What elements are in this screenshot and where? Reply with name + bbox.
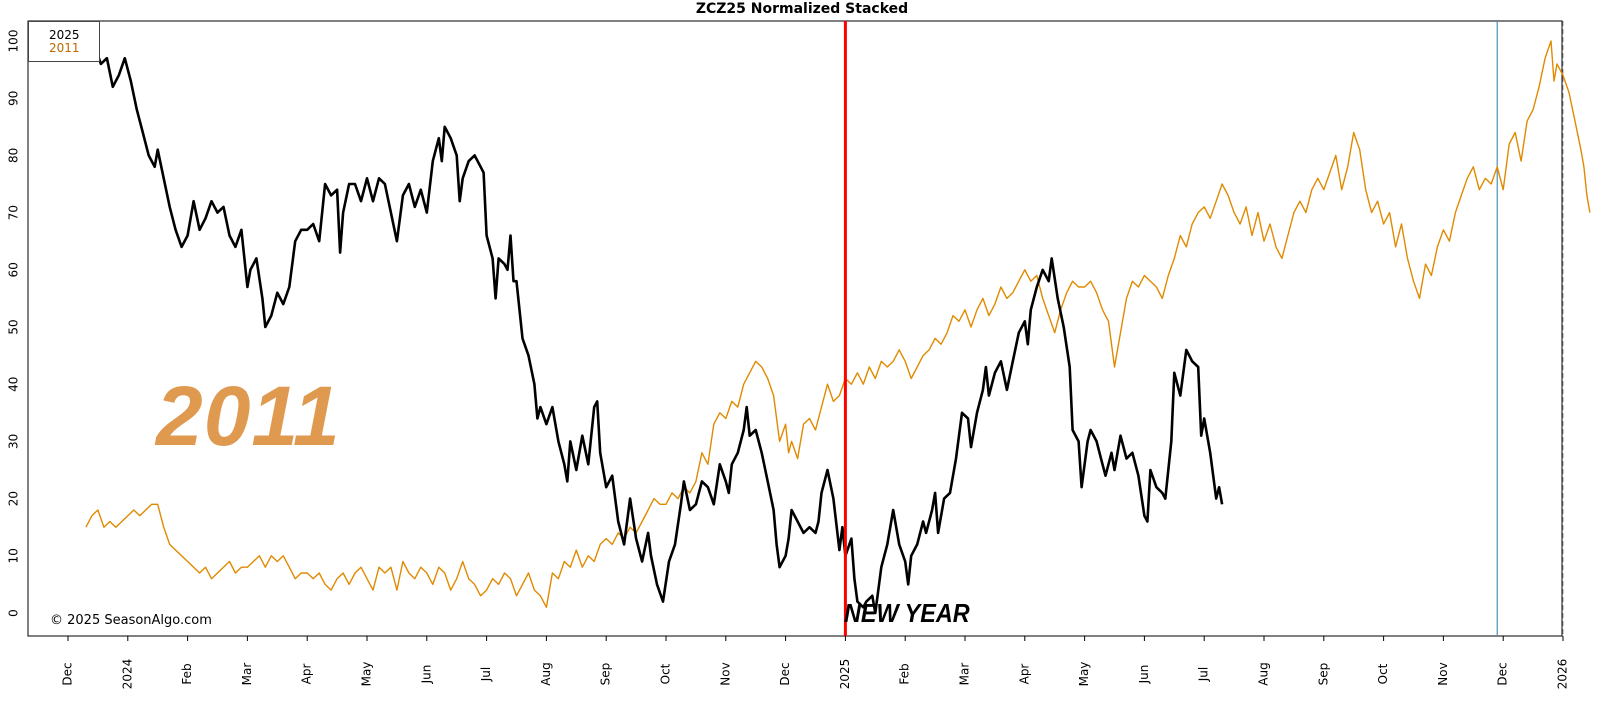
x-tick-label: Apr (300, 664, 314, 685)
y-tick-label: 30 (7, 434, 21, 449)
y-tick-label: 90 (7, 91, 21, 106)
y-tick-label: 0 (7, 609, 21, 617)
x-tick-label: May (360, 662, 374, 687)
x-tick-label: Aug (539, 662, 553, 685)
plot-frame (27, 20, 1563, 637)
x-tick-label: Apr (1017, 664, 1031, 685)
series-line-2025 (84, 45, 1224, 615)
y-tick-label: 20 (7, 491, 21, 506)
x-tick-label: Nov (718, 662, 732, 685)
series-line-2011 (85, 40, 1591, 608)
x-tick-label: 2024 (120, 659, 134, 690)
x-tick-label: Jul (479, 667, 493, 682)
y-tick-label: 40 (7, 377, 21, 392)
x-tick-label: Jul (1197, 667, 1211, 682)
x-tick-label: Dec (778, 662, 792, 685)
x-tick-label: Feb (898, 663, 912, 684)
x-tick-label: Sep (1316, 663, 1330, 686)
y-tick-label: 50 (7, 319, 21, 334)
x-tick-label: Feb (180, 663, 194, 684)
new-year-annotation: NEW YEAR (844, 598, 970, 628)
x-tick-label: Oct (659, 663, 673, 684)
x-tick-label: 2026 (1556, 659, 1570, 690)
x-tick-label: Mar (240, 663, 254, 686)
y-tick-label: 80 (7, 148, 21, 163)
x-tick-label: Mar (958, 663, 972, 686)
y-tick-label: 70 (7, 205, 21, 220)
legend-entry-2025: 2025 (49, 28, 80, 42)
chart-title: ZCZ25 Normalized Stacked (695, 1, 909, 17)
x-tick-label: Jun (419, 665, 433, 685)
y-tick-label: 10 (7, 548, 21, 563)
tick-labels-layer: 0 10 20 30 40 50 60 70 80 90 100 Dec 2024 Feb Mar Apr Ma… (7, 30, 1570, 690)
x-tick-label: Aug (1257, 662, 1271, 685)
axes-layer (27, 20, 1564, 641)
copyright-text: © 2025 SeasonAlgo.com (50, 613, 212, 628)
x-tick-label: Jun (1137, 665, 1151, 685)
x-tick-label: Dec (1496, 662, 1510, 685)
y-tick-label: 100 (7, 30, 21, 53)
x-tick-label: 2025 (838, 659, 852, 690)
series-layer (84, 21, 1591, 636)
x-tick-label: Nov (1436, 662, 1450, 685)
x-tick-label: May (1077, 662, 1091, 687)
y-tick-label: 60 (7, 262, 21, 277)
x-tick-label: Dec (61, 662, 75, 685)
x-tick-label: Oct (1376, 663, 1390, 684)
year-annotation: 2011 (156, 369, 341, 463)
x-tick-label: Sep (599, 663, 613, 686)
legend-entry-2011: 2011 (49, 41, 80, 55)
legend: 2025 2011 (28, 21, 100, 62)
